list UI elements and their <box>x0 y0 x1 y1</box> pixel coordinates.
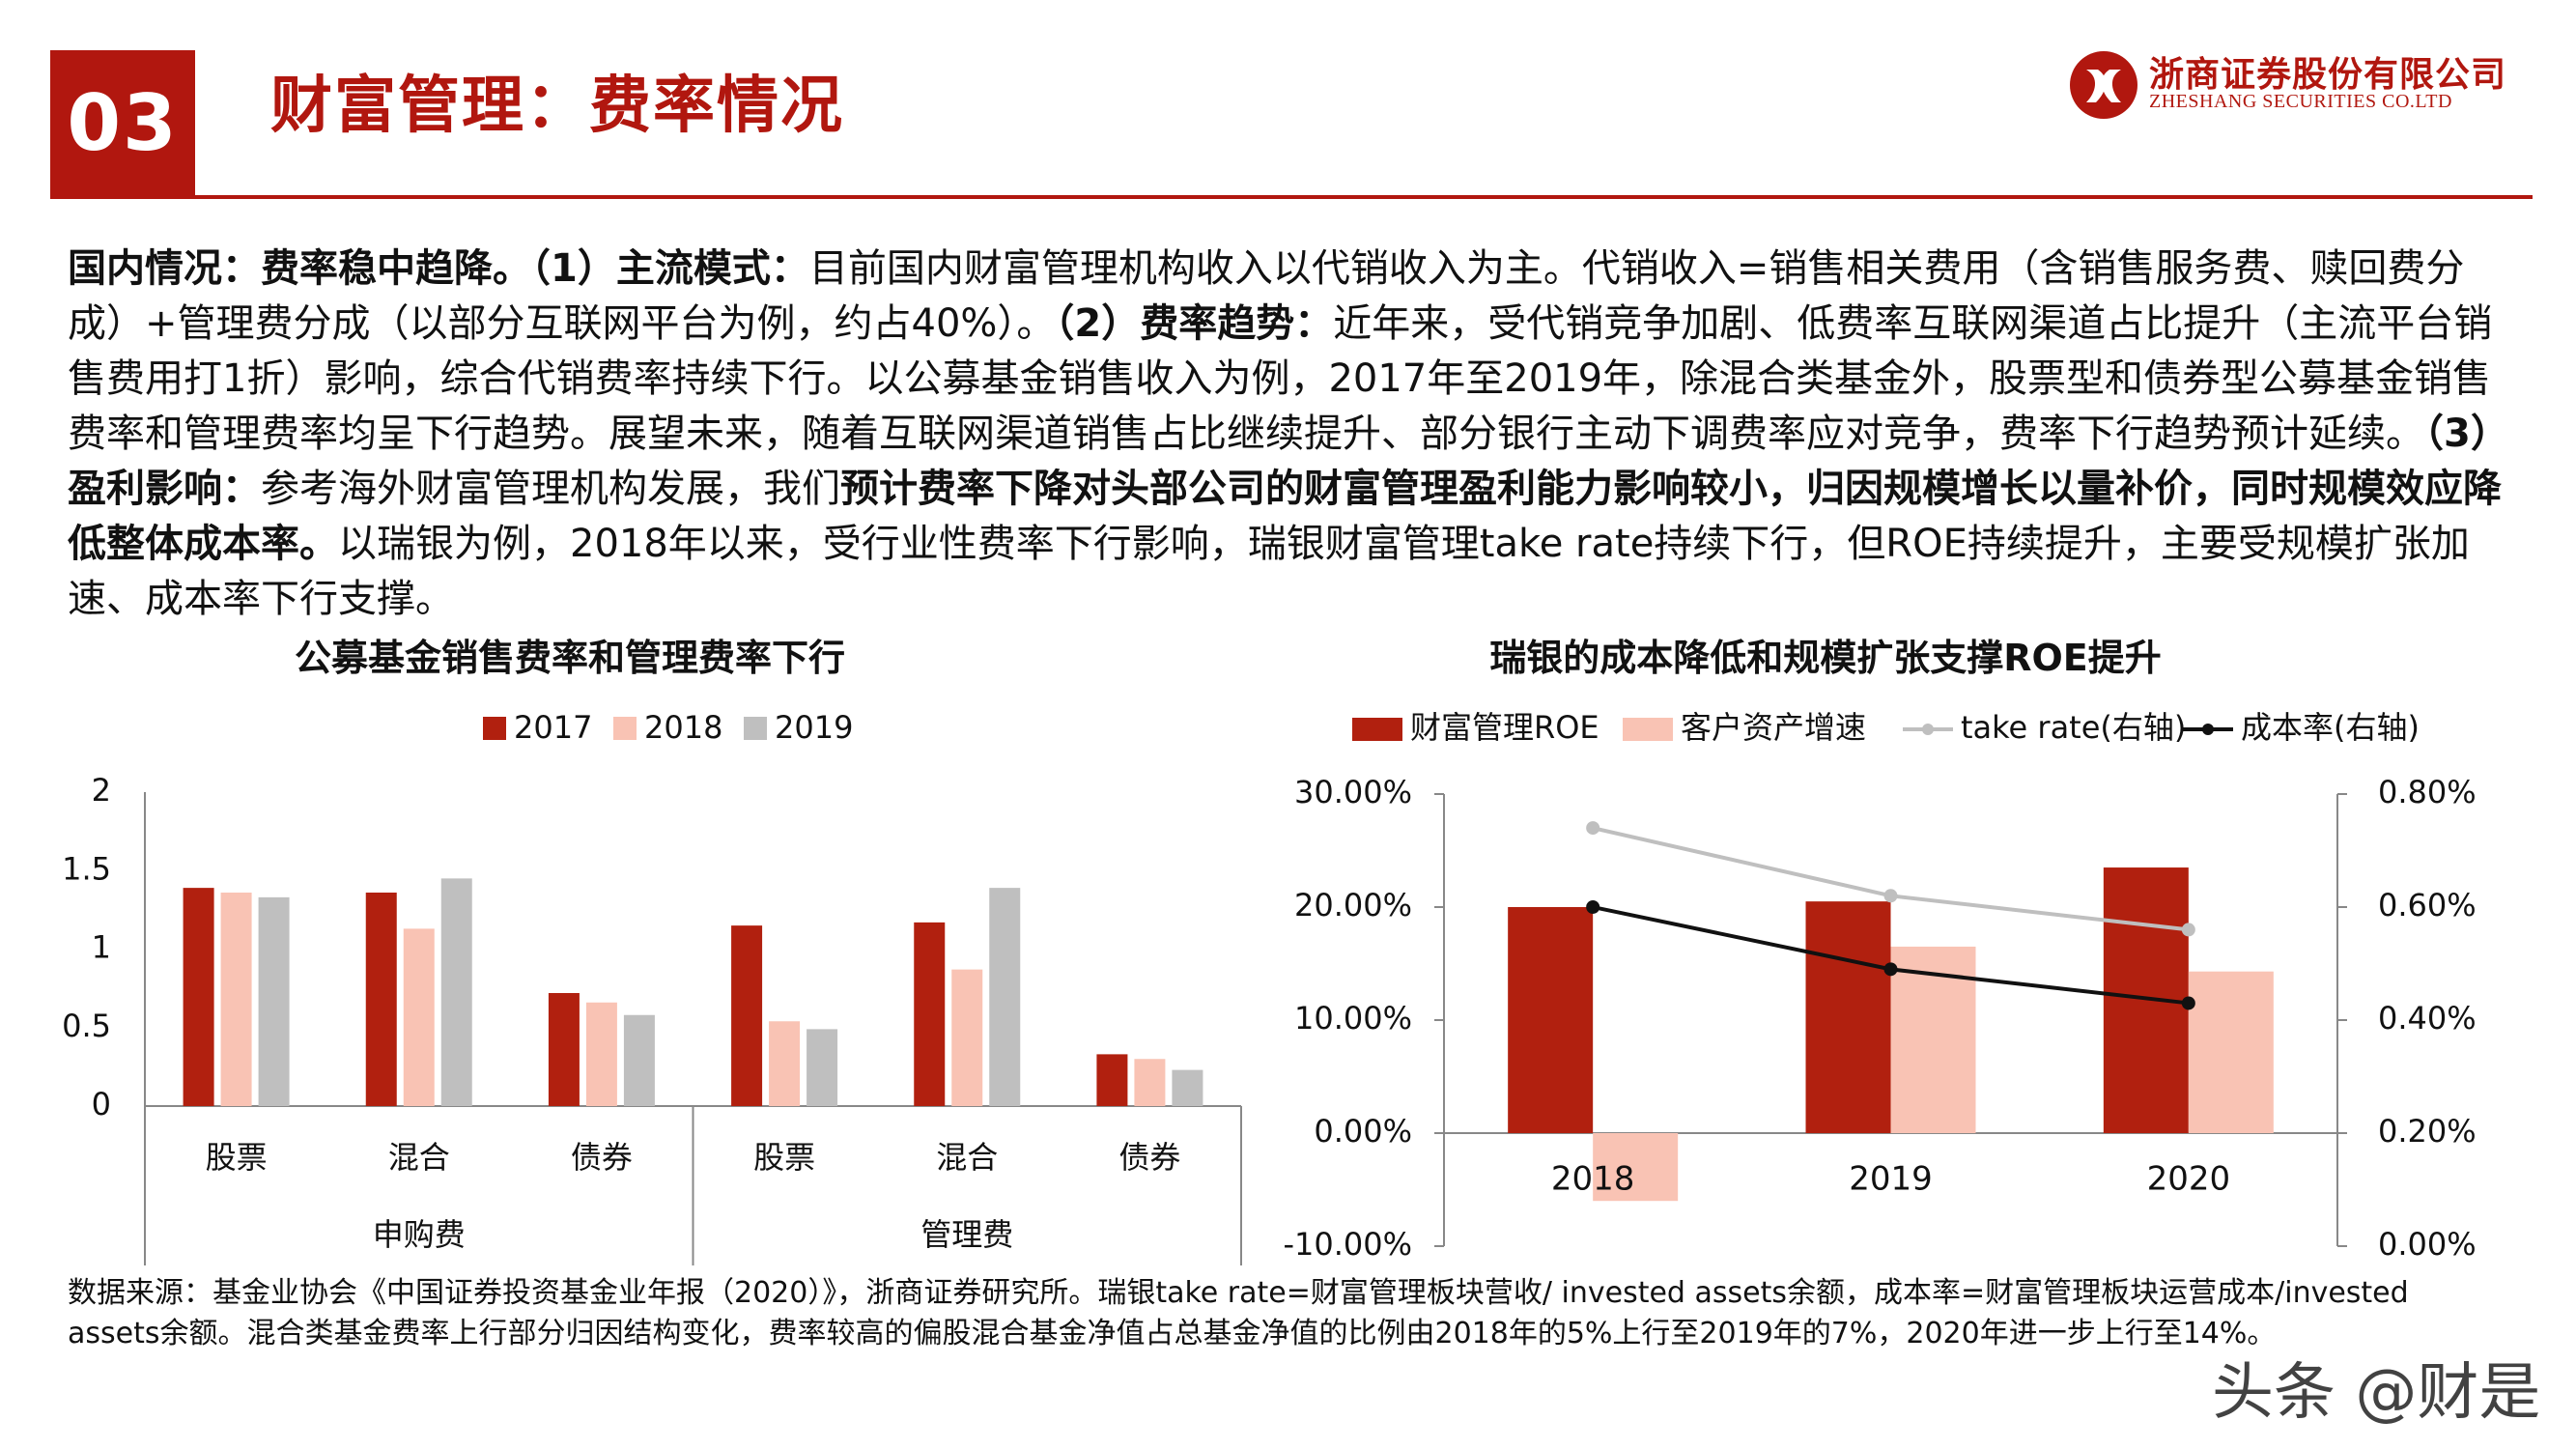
chart2-legend-label: take rate(右轴) <box>1961 709 2186 746</box>
chart1-bar-2018 <box>951 969 983 1106</box>
chart2-legend-label: 成本率(右轴) <box>2241 709 2420 746</box>
body-paragraph: 国内情况：费率稳中趋降。（1）主流模式：目前国内财富管理机构收入以代销收入为主。… <box>68 242 2502 627</box>
chart1-bar-2018 <box>1134 1059 1166 1106</box>
chart2-category-label: 2019 <box>1849 1160 1933 1199</box>
chart1-bar-2017 <box>183 888 214 1106</box>
chart1-bar-2018 <box>403 928 435 1106</box>
body-p2: 近年来，受代销竞争加剧、低费率互联网渠道占比提升（主流平台销售费用打1折）影响，… <box>68 301 2493 456</box>
chart1-category-label: 股票 <box>753 1139 815 1176</box>
chart1-category-label: 债券 <box>571 1139 633 1176</box>
chart1-group-label: 申购费 <box>373 1216 466 1253</box>
chart1-ytick-label: 1.5 <box>62 850 111 887</box>
chart2-legend-swatch-客户资产增速 <box>1623 718 1673 741</box>
chart2-y2tick-label: 0.00% <box>2378 1226 2477 1263</box>
company-name-en: ZHESHANG SECURITIES CO.LTD <box>2149 91 2452 112</box>
chart2-y2tick-label: 0.20% <box>2378 1113 2477 1150</box>
chart1-bar-2018 <box>220 893 252 1106</box>
chart2-y2tick-label: 0.80% <box>2378 774 2477 810</box>
chart2-point-take rate(右轴) <box>2181 923 2195 937</box>
chart1-category-label: 股票 <box>206 1139 268 1176</box>
chart1-bar-2017 <box>1096 1054 1128 1106</box>
chart1-bar-2019 <box>440 878 472 1106</box>
chart1-bar-2019 <box>807 1029 838 1106</box>
chart1-category-label: 混合 <box>388 1139 450 1176</box>
chart2-ytick-label: 20.00% <box>1294 887 1412 923</box>
chart2-point-take rate(右轴) <box>1586 821 1600 836</box>
chart2-legend-label: 客户资产增速 <box>1681 709 1866 746</box>
chart2-bar-客户资产增速 <box>1593 1133 1679 1202</box>
chart2-legend-swatch-take rate(右轴) <box>1922 724 1934 735</box>
body-p3-emphasis: 预计费率下降对头部公司的财富管理盈利能力影响较小，归因规模增长以量补价，同时规模… <box>68 467 2502 566</box>
chart1-legend-label: 2018 <box>644 709 722 746</box>
chart1-legend-swatch-2019 <box>744 717 767 740</box>
chart2-ytick-label: 30.00% <box>1294 774 1412 810</box>
body-p3-end: 以瑞银为例，2018年以来，受行业性费率下行影响，瑞银财富管理take rate… <box>68 522 2470 621</box>
chart2-point-成本率(右轴) <box>2181 996 2195 1010</box>
chart1-ytick-label: 0.5 <box>62 1008 111 1044</box>
company-name-cn: 浙商证券股份有限公司 <box>2149 54 2507 95</box>
chart2-y2tick-label: 0.60% <box>2378 887 2477 923</box>
chart1-bar-2019 <box>623 1014 655 1106</box>
chart2-legend-swatch-成本率(右轴) <box>2202 724 2214 735</box>
chart2-title: 瑞银的成本降低和规模扩张支撑ROE提升 <box>1489 637 2162 679</box>
chart2-bar-客户资产增速 <box>2188 971 2274 1133</box>
chart2-legend-label: 财富管理ROE <box>1410 709 1599 746</box>
section-number-badge: 03 <box>50 50 195 195</box>
chart2-ytick-label: 10.00% <box>1294 1000 1412 1037</box>
chart2-legend-swatch-财富管理ROE <box>1352 718 1402 741</box>
watermark: 头条 @财是 <box>2212 1357 2541 1429</box>
chart2-ytick-label: -10.00% <box>1283 1226 1412 1263</box>
chart2-point-成本率(右轴) <box>1586 900 1600 914</box>
chart1-legend-swatch-2017 <box>483 717 506 740</box>
body-p2-heading: （2）费率趋势： <box>1055 301 1334 346</box>
header-divider <box>50 195 2533 199</box>
zheshang-logo-icon <box>2070 51 2137 119</box>
chart2-bar-财富管理ROE <box>1805 901 1891 1133</box>
chart1-ytick-label: 2 <box>92 772 111 809</box>
page-title: 财富管理：费率情况 <box>270 71 844 142</box>
chart1-category-label: 债券 <box>1118 1139 1180 1176</box>
chart2-category-label: 2018 <box>1551 1160 1635 1199</box>
chart1-bar-2019 <box>989 888 1021 1106</box>
chart1-bar-2017 <box>731 925 763 1106</box>
chart1-bar-2017 <box>914 922 946 1106</box>
chart1-group-label: 管理费 <box>920 1216 1013 1253</box>
chart1-bar-2019 <box>1172 1069 1203 1106</box>
company-logo: 浙商证券股份有限公司 ZHESHANG SECURITIES CO.LTD <box>2067 43 2531 129</box>
chart1-legend-label: 2019 <box>775 709 853 746</box>
chart2-bar-财富管理ROE <box>1508 907 1594 1133</box>
body-p1-heading: 国内情况：费率稳中趋降。（1）主流模式： <box>68 246 809 291</box>
chart1-category-label: 混合 <box>936 1139 998 1176</box>
chart1-ytick-label: 1 <box>92 929 111 966</box>
chart1-legend-label: 2017 <box>514 709 592 746</box>
chart1-bar-2019 <box>258 896 290 1106</box>
chart1-title: 公募基金销售费率和管理费率下行 <box>294 637 845 679</box>
chart1-ytick-label: 0 <box>92 1086 111 1122</box>
chart2-category-label: 2020 <box>2147 1160 2231 1199</box>
body-p1: 目前国内财富管理机构收入以代销收入为主。代销收入=销售相关费用（含销售服务费、赎… <box>68 246 2465 346</box>
body-p3: 参考海外财富管理机构发展，我们 <box>261 467 840 511</box>
chart1-bar-2017 <box>548 993 580 1106</box>
chart2-y2tick-label: 0.40% <box>2378 1000 2477 1037</box>
body-p3-heading: （3）盈利影响： <box>68 412 2490 511</box>
chart1-bar-2018 <box>769 1021 801 1106</box>
source-footnote: 数据来源：基金业协会《中国证券投资基金业年报（2020）》，浙商证券研究所。瑞银… <box>68 1276 2409 1350</box>
chart1-bar-2018 <box>585 1002 617 1106</box>
chart2-point-成本率(右轴) <box>1883 962 1898 977</box>
chart2-point-take rate(右轴) <box>1883 889 1898 903</box>
chart1-legend-swatch-2018 <box>613 717 637 740</box>
chart2-ytick-label: 0.00% <box>1314 1113 1412 1150</box>
chart1-bar-2017 <box>365 893 397 1106</box>
